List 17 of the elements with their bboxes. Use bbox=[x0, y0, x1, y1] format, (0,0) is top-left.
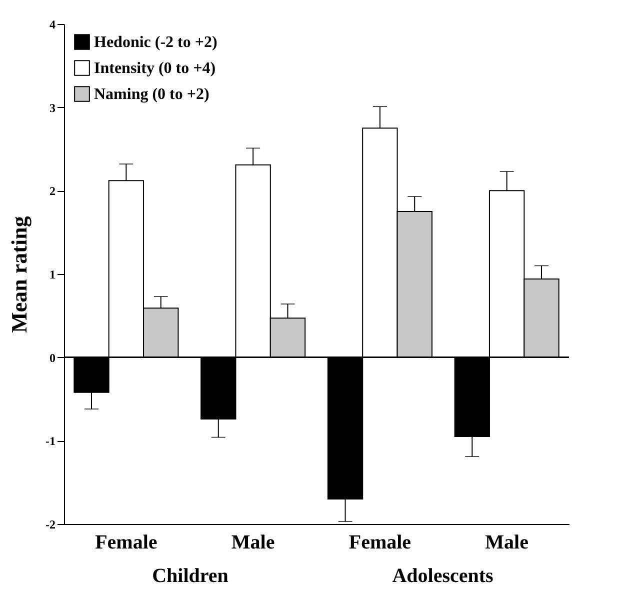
legend-label: Hedonic (-2 to +2) bbox=[94, 34, 218, 51]
legend-label: Naming (0 to +2) bbox=[94, 86, 210, 103]
x-tick-label: Female bbox=[95, 532, 158, 554]
y-axis-title: Mean rating bbox=[6, 216, 32, 333]
y-tick-label: 3 bbox=[50, 100, 56, 115]
legend-label: Intensity (0 to +4) bbox=[94, 60, 216, 77]
x-tick-label: Male bbox=[231, 532, 275, 554]
x-tick-label: Female bbox=[348, 532, 412, 554]
y-tick-label: -2 bbox=[46, 518, 56, 532]
y-tick-label: 4 bbox=[50, 18, 56, 32]
y-tick-label: 1 bbox=[50, 268, 56, 282]
text: Adolescents bbox=[392, 565, 494, 587]
x-tick-label: Male bbox=[485, 532, 529, 554]
y-tick-label: 2 bbox=[50, 184, 56, 198]
text: Children bbox=[152, 565, 228, 587]
y-tick-label: 0 bbox=[50, 350, 56, 365]
y-tick-label: -1 bbox=[46, 434, 56, 448]
